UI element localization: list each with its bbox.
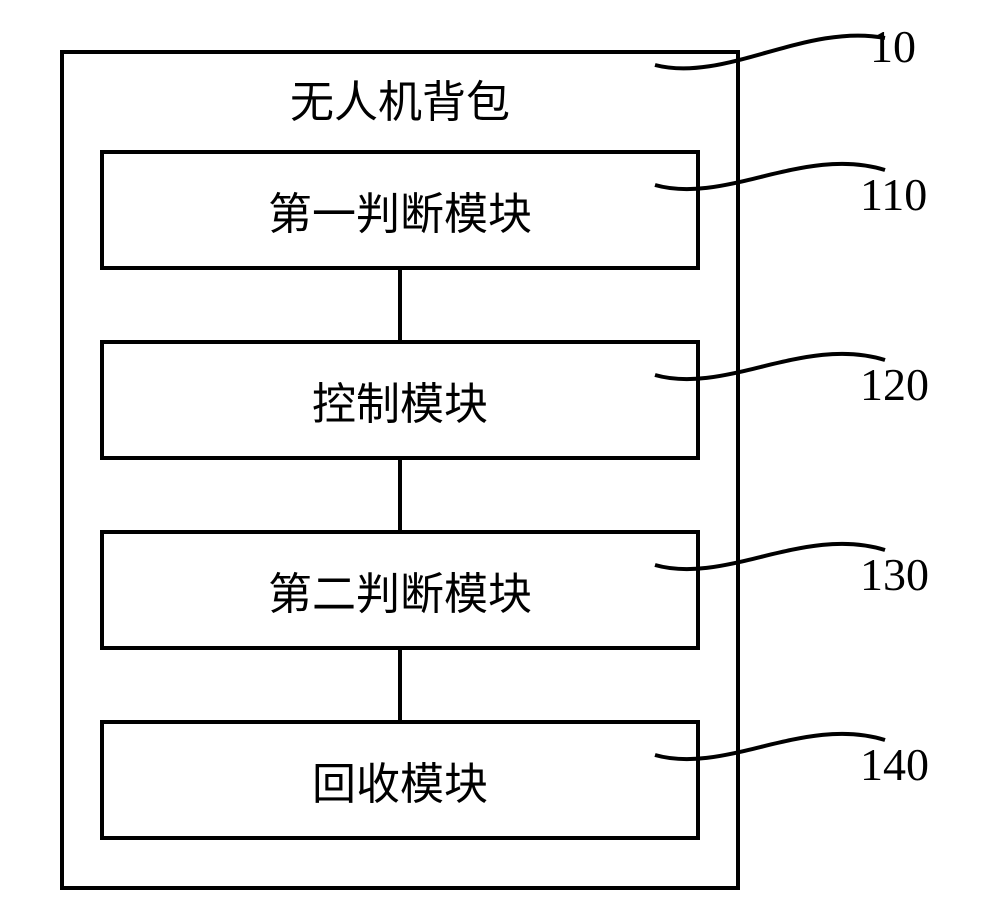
module-box-1-label: 第一判断模块 bbox=[268, 178, 532, 242]
connector-2-3 bbox=[398, 460, 402, 530]
module-box-1: 第一判断模块 bbox=[100, 150, 700, 270]
diagram-canvas: 无人机背包 第一判断模块 控制模块 第二判断模块 回收模块 10 110 120… bbox=[0, 0, 1000, 920]
ref-label-2: 120 bbox=[860, 358, 929, 411]
ref-label-3: 130 bbox=[860, 548, 929, 601]
leader-curve-1 bbox=[655, 140, 885, 210]
module-box-3-label: 第二判断模块 bbox=[268, 558, 532, 622]
ref-label-1: 110 bbox=[860, 168, 927, 221]
leader-curve-4 bbox=[655, 710, 885, 780]
connector-1-2 bbox=[398, 270, 402, 340]
diagram-title: 无人机背包 bbox=[250, 66, 550, 130]
ref-label-outer: 10 bbox=[870, 20, 916, 73]
module-box-2: 控制模块 bbox=[100, 340, 700, 460]
module-box-3: 第二判断模块 bbox=[100, 530, 700, 650]
leader-curve-outer bbox=[655, 28, 885, 88]
connector-3-4 bbox=[398, 650, 402, 720]
ref-label-4: 140 bbox=[860, 738, 929, 791]
module-box-2-label: 控制模块 bbox=[312, 368, 488, 432]
leader-curve-3 bbox=[655, 520, 885, 590]
module-box-4: 回收模块 bbox=[100, 720, 700, 840]
leader-curve-2 bbox=[655, 330, 885, 400]
module-box-4-label: 回收模块 bbox=[312, 748, 488, 812]
